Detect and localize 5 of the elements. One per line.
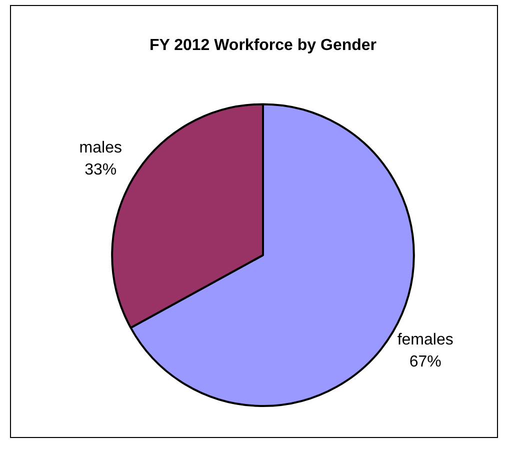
slice-label: females (397, 332, 454, 349)
chart-title: FY 2012 Workforce by Gender (149, 37, 377, 54)
slice-label: males (79, 139, 122, 156)
data-label: 67% (409, 354, 442, 371)
data-label: 33% (84, 161, 117, 178)
